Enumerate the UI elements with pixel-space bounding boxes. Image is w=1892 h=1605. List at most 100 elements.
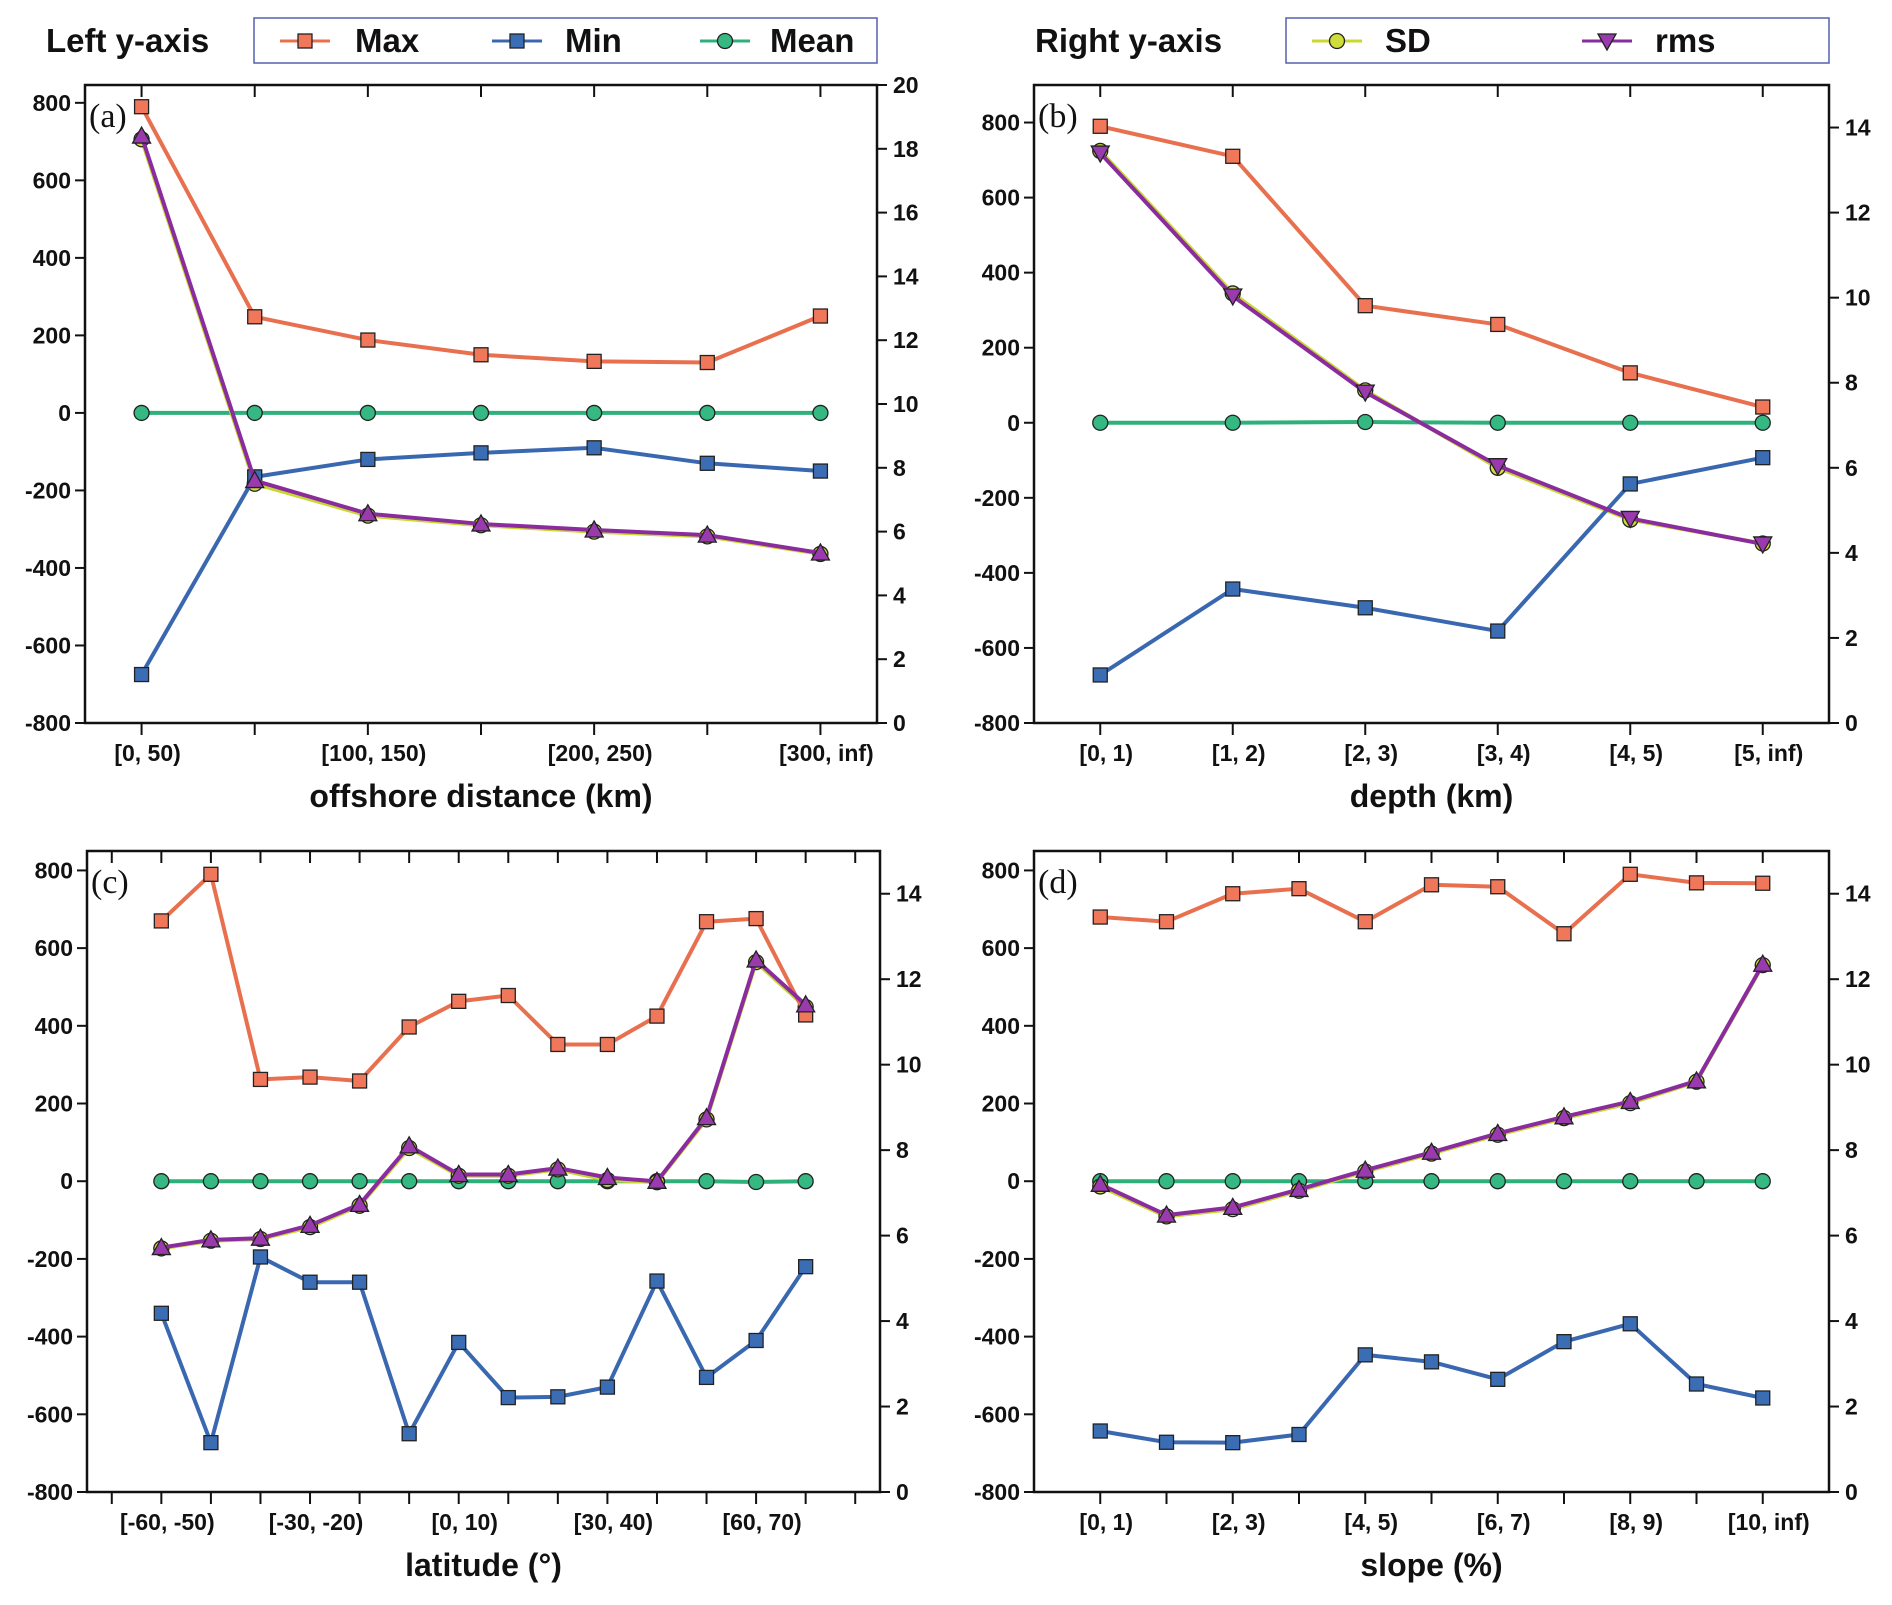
left-tick-label: 0	[58, 400, 71, 426]
left-tick-label: -600	[974, 635, 1020, 661]
legend-label-max: Max	[355, 22, 420, 59]
data-point-max	[550, 1036, 566, 1053]
right-tick-label: 14	[1845, 881, 1871, 907]
data-point-rms	[1355, 384, 1376, 403]
right-tick-label: 12	[896, 966, 922, 992]
data-point-min	[599, 1379, 616, 1395]
data-point-min	[1291, 1426, 1307, 1443]
data-point-rms	[357, 503, 378, 522]
x-tick-label: [2, 3)	[1344, 740, 1398, 766]
data-point-mean	[1754, 414, 1771, 431]
data-point-rms	[795, 994, 816, 1013]
right-tick-label: 8	[1845, 370, 1858, 396]
data-point-mean	[1092, 414, 1109, 431]
data-point-min	[1622, 1316, 1638, 1332]
series-line-rms	[161, 957, 807, 1250]
legend-marker-mean	[716, 32, 734, 50]
left-tick-label: 600	[982, 185, 1020, 211]
panel-label: (c)	[91, 864, 129, 901]
legend-right-axis: Right y-axis SD rms	[1035, 17, 1830, 64]
data-point-max	[1622, 866, 1638, 882]
data-point-max	[360, 332, 376, 348]
data-point-mean	[1224, 1173, 1241, 1190]
plot-frame	[85, 849, 882, 1494]
data-point-rms	[244, 470, 265, 489]
right-tick-label: 4	[896, 1308, 909, 1334]
left-tick-label: -600	[25, 632, 71, 658]
legend-label-mean: Mean	[770, 22, 854, 59]
panel-label: (d)	[1038, 864, 1078, 901]
right-tick-label: 0	[1845, 1479, 1858, 1505]
series-max	[1092, 866, 1771, 942]
data-point-min	[360, 451, 376, 468]
left-tick-label: 800	[982, 110, 1020, 136]
series-line-rms	[139, 135, 821, 555]
data-point-min	[302, 1274, 318, 1290]
data-point-mean	[1555, 1173, 1573, 1190]
x-tick-label: [0, 10)	[431, 1509, 497, 1535]
data-point-rms	[299, 1215, 321, 1233]
data-point-max	[1423, 877, 1440, 893]
data-point-min	[699, 455, 715, 471]
x-tick-label: [0, 50)	[114, 740, 180, 766]
data-point-rms	[696, 1107, 717, 1126]
right-tick-label: 4	[893, 582, 906, 608]
data-point-mean	[153, 1173, 170, 1190]
series-mean	[1092, 413, 1771, 431]
data-point-mean	[1622, 414, 1639, 431]
x-tick-label: [5, inf)	[1734, 740, 1803, 766]
data-point-min	[649, 1273, 665, 1289]
left-tick-label: -400	[25, 555, 71, 581]
x-axis-title: offshore distance (km)	[309, 778, 652, 814]
plot-frame	[83, 83, 879, 725]
x-tick-label: [2, 3)	[1212, 1509, 1266, 1535]
left-tick-label: -400	[974, 560, 1020, 586]
x-tick-label: [0, 1)	[1079, 1509, 1133, 1535]
data-point-min	[473, 445, 489, 461]
data-point-min	[1423, 1354, 1440, 1370]
data-point-mean	[1224, 414, 1241, 431]
data-point-rms	[470, 513, 492, 532]
series-mean	[133, 404, 829, 422]
data-point-max	[1291, 881, 1307, 897]
series-sd	[1092, 142, 1771, 552]
data-point-rms	[1222, 288, 1243, 307]
data-point-mean	[699, 404, 716, 422]
data-point-mean	[1622, 1173, 1639, 1190]
left-tick-label: -400	[974, 1324, 1020, 1350]
right-tick-label: 0	[893, 710, 906, 736]
data-point-rms	[1752, 953, 1773, 972]
data-point-rms	[1288, 1179, 1310, 1198]
data-point-min	[203, 1435, 219, 1451]
data-point-min	[252, 1249, 269, 1265]
series-line-sd	[1098, 149, 1764, 546]
left-tick-label: 600	[35, 935, 73, 961]
legend-marker-min	[509, 33, 525, 49]
data-point-min	[451, 1334, 467, 1351]
data-point-min	[798, 1259, 814, 1275]
right-tick-label: 2	[1845, 625, 1858, 651]
data-point-rms	[1620, 510, 1641, 529]
series-sd	[133, 131, 829, 563]
right-tick-label: 6	[893, 519, 906, 545]
chart-d: -800 -600 -400 -200 0 200 400 600 800 0 2 4 6 8 10 12 14…	[974, 849, 1871, 1583]
data-point-max	[1357, 914, 1373, 930]
data-point-rms	[349, 1194, 370, 1213]
data-point-max	[1622, 365, 1638, 381]
series-max	[1092, 118, 1771, 415]
data-point-rms	[1620, 1091, 1641, 1110]
data-point-max	[351, 1073, 368, 1089]
data-point-rms	[1487, 458, 1508, 476]
data-point-max	[1225, 886, 1241, 902]
legend-marker-rms	[1596, 33, 1618, 52]
left-tick-label: 200	[982, 335, 1020, 361]
series-min	[133, 440, 829, 683]
series-line-rms	[1098, 151, 1764, 546]
data-point-mean	[747, 1173, 765, 1191]
series-line-max	[139, 105, 822, 365]
data-point-rms	[498, 1164, 519, 1183]
right-tick-label: 6	[1845, 1223, 1858, 1249]
data-point-min	[1556, 1334, 1572, 1350]
legend-left-axis: Left y-axis Max Min Mean	[46, 17, 878, 64]
right-tick-label: 10	[1845, 285, 1871, 311]
